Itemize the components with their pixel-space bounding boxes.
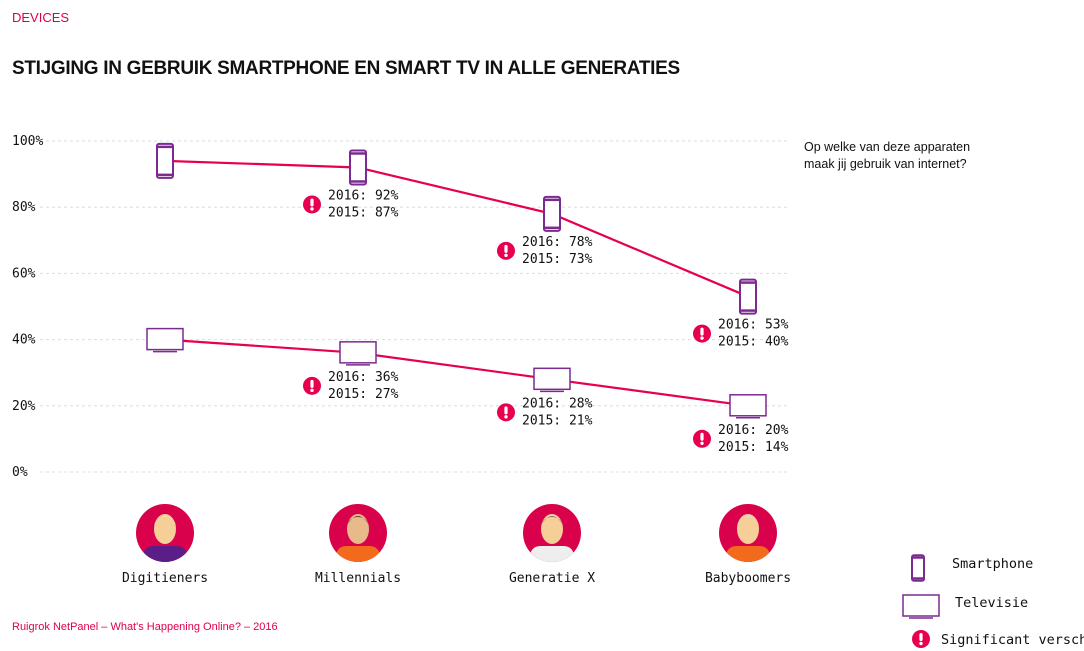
smartphone-icon: [156, 142, 174, 179]
tv-screen: [533, 367, 571, 391]
tv-screen: [146, 327, 184, 351]
data-label: 2015: 14%: [718, 440, 789, 455]
exclamation-dot: [504, 253, 508, 258]
avatar-face: [737, 514, 759, 544]
avatar-face: [347, 514, 369, 544]
legend-label-significant: Significant verschil: [941, 632, 1084, 648]
avatar-shirt: [726, 546, 770, 562]
exclamation-bar: [310, 198, 314, 207]
significant-icon: [693, 429, 711, 448]
significant-icon: [303, 195, 321, 214]
exclamation-bar: [700, 432, 704, 441]
section-label: DEVICES: [12, 10, 70, 25]
avatar-millennials: [329, 504, 387, 562]
avatar-shirt: [143, 546, 187, 562]
exclamation-bar: [504, 406, 508, 415]
significant-icon: [497, 403, 515, 422]
avatar-face: [541, 514, 563, 544]
smartphone-icon: [739, 278, 757, 315]
chart-title: STIJGING IN GEBRUIK SMARTPHONE EN SMART …: [12, 58, 680, 79]
data-label: 2015: 40%: [718, 335, 789, 350]
phone-body: [543, 195, 561, 232]
tv-icon: [339, 341, 377, 366]
y-tick-label: 20%: [12, 399, 36, 414]
y-tick-label: 40%: [12, 333, 36, 348]
avatar-digitieners: [136, 504, 194, 562]
category-label: Digitieners: [122, 571, 208, 586]
category-label: Babyboomers: [705, 571, 791, 586]
legend-tv-icon: [902, 594, 940, 619]
y-tick-label: 100%: [12, 134, 43, 149]
phone-body: [911, 554, 925, 582]
source-footer: Ruigrok NetPanel – What's Happening Onli…: [12, 621, 278, 633]
tv-screen: [902, 594, 940, 617]
smartphone-icon: [349, 149, 367, 186]
data-label: 2015: 73%: [522, 252, 593, 267]
data-label: 2016: 92%: [328, 188, 399, 203]
y-tick-label: 80%: [12, 200, 36, 215]
phone-body: [349, 149, 367, 186]
survey-question: Op welke van deze apparaten maak jij geb…: [804, 140, 971, 171]
significant-icon: [693, 324, 711, 343]
legend-exclamation-icon: [912, 630, 930, 648]
smartphone-icon: [543, 195, 561, 232]
data-label: 2015: 21%: [522, 413, 593, 428]
category-label: Millennials: [315, 571, 401, 586]
data-label: 2015: 27%: [328, 387, 399, 402]
significant-icon: [497, 241, 515, 260]
exclamation-bar: [310, 379, 314, 388]
avatar-face: [154, 514, 176, 544]
avatar-babyboomers: [719, 504, 777, 562]
legend-label-tv: Televisie: [955, 595, 1028, 611]
data-label: 2016: 20%: [718, 423, 789, 438]
avatar-hair: [154, 516, 176, 525]
avatar-shirt: [336, 546, 380, 562]
tv-screen: [339, 341, 377, 364]
legend: Smartphone Televisie Significant verschil: [902, 554, 1084, 648]
avatar-shirt: [530, 546, 574, 562]
exclamation-bar: [700, 327, 704, 336]
data-label: 2016: 28%: [522, 396, 593, 411]
data-label: 2016: 53%: [718, 318, 789, 333]
avatar-generatie-x: [523, 504, 581, 562]
exclamation-dot: [919, 641, 923, 646]
tv-icon: [146, 327, 184, 353]
avatar-hair: [541, 516, 563, 525]
y-tick-label: 0%: [12, 465, 28, 480]
phone-body: [739, 278, 757, 315]
data-label: 2016: 36%: [328, 370, 399, 385]
data-label: 2015: 87%: [328, 205, 399, 220]
exclamation-bar: [919, 633, 923, 641]
tv-screen: [729, 394, 767, 417]
avatar-hair: [347, 516, 369, 525]
phone-body: [156, 142, 174, 179]
tv-icon: [533, 367, 571, 393]
exclamation-dot: [504, 415, 508, 419]
exclamation-bar: [504, 244, 508, 253]
tv-icon: [729, 394, 767, 419]
legend-label-smartphone: Smartphone: [952, 556, 1033, 572]
category-label: Generatie X: [509, 571, 595, 586]
exclamation-dot: [310, 207, 314, 211]
avatar-hair: [737, 516, 759, 525]
exclamation-dot: [700, 441, 704, 445]
data-label: 2016: 78%: [522, 235, 593, 250]
y-tick-label: 60%: [12, 266, 36, 281]
legend-smartphone-icon: [911, 554, 925, 582]
exclamation-dot: [700, 336, 704, 340]
series-line-televisie: [164, 338, 749, 407]
series-line-smartphone: [164, 159, 749, 298]
exclamation-dot: [310, 388, 314, 393]
significant-icon: [303, 376, 321, 395]
